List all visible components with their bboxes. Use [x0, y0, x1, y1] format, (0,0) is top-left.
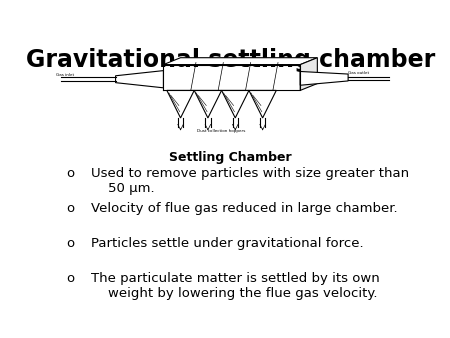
Text: Used to remove particles with size greater than
    50 μm.: Used to remove particles with size great…: [91, 167, 409, 195]
Polygon shape: [167, 90, 194, 118]
Polygon shape: [116, 71, 163, 88]
Text: The particulate matter is settled by its own
    weight by lowering the flue gas: The particulate matter is settled by its…: [91, 272, 380, 300]
Text: o: o: [67, 272, 75, 285]
Text: Gas outlet: Gas outlet: [348, 71, 369, 75]
Text: Particles settle under gravitational force.: Particles settle under gravitational for…: [91, 237, 364, 250]
Text: Settling Chamber: Settling Chamber: [169, 151, 292, 164]
Polygon shape: [249, 90, 276, 118]
Text: Gas inlet: Gas inlet: [56, 73, 74, 77]
Text: Velocity of flue gas reduced in large chamber.: Velocity of flue gas reduced in large ch…: [91, 202, 398, 215]
Text: Dust collection hoppers: Dust collection hoppers: [198, 129, 246, 133]
Polygon shape: [300, 58, 317, 90]
Polygon shape: [194, 90, 221, 118]
Polygon shape: [300, 71, 348, 85]
Text: o: o: [67, 202, 75, 215]
Text: o: o: [67, 237, 75, 250]
Polygon shape: [221, 90, 249, 118]
Text: o: o: [67, 167, 75, 180]
Polygon shape: [163, 58, 317, 65]
Text: Gravitational settling chamber: Gravitational settling chamber: [26, 48, 435, 72]
